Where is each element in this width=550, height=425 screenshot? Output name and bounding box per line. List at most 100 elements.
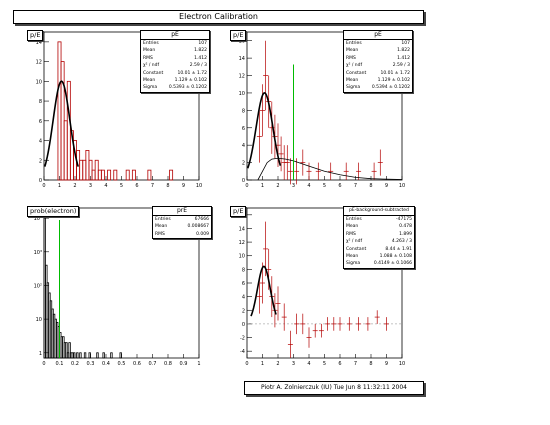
stats-row: RMS 1.412: [344, 55, 412, 62]
stats-key: Constant: [143, 70, 164, 76]
y-tick-label: 10: [239, 91, 245, 97]
stats-value: 4.263 / 3: [391, 239, 412, 245]
stats-row: Mean 1.129 ± 0.102: [141, 77, 209, 84]
pad-label: p/E: [230, 206, 247, 217]
stats-value: 1.822: [397, 48, 410, 54]
stats-row: Sigma 0.5394 ± 0.1202: [344, 84, 412, 91]
x-tick-label: 5: [323, 361, 326, 367]
histogram-bar: [65, 342, 68, 359]
histogram-bar: [169, 169, 174, 181]
x-tick-label: 4: [307, 183, 310, 189]
y-tick-label: 8: [242, 267, 245, 273]
pad-prob-electron-plot[interactable]: 0 0.1 0.2 0.3 0.4 0.5 0.6 0.7 0.8 0.9 1 1 10 10² 10³ 10…: [22, 200, 217, 372]
histogram-bar: [60, 61, 65, 181]
x-tick-label: 9: [385, 183, 388, 189]
x-tick-label: 8: [369, 183, 372, 189]
gaussian-fit-curve: [44, 80, 79, 167]
pad-prob-electron[interactable]: 0 0.1 0.2 0.3 0.4 0.5 0.6 0.7 0.8 0.9 1 1 10 10² 10³ 10…: [22, 200, 217, 372]
histogram-bar: [66, 80, 71, 181]
histogram-bar: [147, 169, 152, 181]
stats-value: 1.412: [397, 55, 410, 61]
stats-row: Entries 107: [344, 40, 412, 47]
canvas-title: Electron Calibration: [13, 10, 424, 24]
histogram-bar: [83, 352, 87, 359]
stats-box: pE-background-subtracted Entries -47175 Me…: [343, 206, 415, 269]
y-tick-label: 6: [39, 119, 42, 125]
stats-rows: Entries -47175 Mean 0.478 RMS 1.899 χ² / ndf 4.…: [344, 216, 414, 268]
histogram-bar: [102, 352, 105, 359]
stats-value: 107: [401, 41, 410, 46]
stats-row: Entries 67666: [153, 216, 211, 223]
stats-value: 0.008667: [187, 224, 209, 230]
y-tick-label: 10: [36, 79, 42, 85]
y-tick-label: 4: [242, 143, 245, 149]
stats-value: 1.412: [194, 55, 207, 61]
stats-key: Mean: [143, 48, 156, 54]
x-tick-label: 0.1: [56, 361, 64, 367]
x-tick-label: 6: [338, 361, 341, 367]
stats-row: Sigma 0.4149 ± 0.1066: [344, 260, 414, 267]
y-tick-label: 2: [242, 161, 245, 167]
stats-value: 2.59 / 3: [189, 63, 207, 69]
y-tick-label: 10: [239, 254, 245, 260]
x-tick-label: 6: [338, 183, 341, 189]
stats-rows: Entries 67666 Mean 0.008667 RMS 0.009: [153, 216, 211, 238]
histogram-bar: [82, 159, 87, 181]
stats-rows: Entries 107 Mean 1.822 RMS 1.412 χ² / ndf 2.59 …: [141, 40, 209, 92]
x-tick-label: 4: [104, 183, 107, 189]
stats-row: Constant 10.01 ± 1.72: [141, 70, 209, 77]
stats-rows: Entries 107 Mean 1.822 RMS 1.412 χ² / ndf 2.59 …: [344, 40, 412, 92]
stats-row: RMS 1.412: [141, 55, 209, 62]
stats-value: 0.4149 ± 0.1066: [373, 261, 412, 267]
stats-box: pE Entries 107 Mean 1.822 RMS 1.412 χ² / ndf 2.…: [343, 30, 413, 93]
stats-header: pE-background-subtracted: [344, 207, 414, 216]
histogram-bar: [68, 342, 71, 359]
x-tick-label: 6: [135, 183, 138, 189]
stats-row: Mean 1.822: [344, 47, 412, 54]
stats-key: Mean: [143, 78, 156, 84]
x-tick-label: 10: [399, 183, 405, 189]
stats-key: Entries: [143, 41, 159, 46]
pad-pe-fit[interactable]: 0 1 2 3 4 5 6 7 8 9 10 0 2 4 6 8 10 12 14 16 p/E pE Entries…: [225, 24, 420, 194]
y-tick-label: 10⁴: [34, 216, 42, 222]
stats-key: Constant: [346, 246, 367, 252]
x-tick-label: 5: [323, 183, 326, 189]
stats-row: Entries 107: [141, 40, 209, 47]
x-tick-label: 0.7: [149, 361, 157, 367]
pad-label: p/E: [27, 30, 44, 41]
y-tick-label: 10³: [34, 250, 42, 256]
stats-value: 107: [198, 41, 207, 46]
stats-key: Entries: [155, 217, 171, 222]
canvas-footer: Piotr A. Zolnierczuk (IU) Tue Jun 8 11:3…: [244, 381, 424, 395]
x-tick-label: 2: [276, 183, 279, 189]
y-tick-label: 1: [39, 351, 42, 357]
stats-key: χ² / ndf: [143, 63, 160, 69]
stats-value: 0.478: [399, 224, 412, 230]
y-tick-label: 6: [242, 281, 245, 287]
histogram-bar: [76, 352, 79, 359]
y-tick-label: 16: [239, 39, 245, 45]
pad-pe-raw[interactable]: 0 1 2 3 4 5 6 7 8 9 10 0 2 4 6 8 10 12 14 p/E pE Entries 10…: [22, 24, 217, 194]
histogram-bar: [96, 352, 99, 359]
stats-key: Sigma: [346, 261, 361, 267]
stats-value: 10.01 ± 1.72: [177, 70, 207, 76]
histogram-bar: [97, 169, 102, 181]
histogram-bar: [57, 41, 62, 181]
stats-value: 1.129 ± 0.102: [377, 78, 410, 84]
stats-row: Mean 1.088 ± 0.108: [344, 253, 414, 260]
x-tick-label: 0: [42, 361, 45, 367]
stats-row: Mean 1.822: [141, 47, 209, 54]
x-tick-label: 0: [245, 183, 248, 189]
stats-value: 2.59 / 3: [392, 63, 410, 69]
x-tick-label: 4: [307, 361, 310, 367]
stats-row: Constant 8.44 ± 1.91: [344, 246, 414, 253]
y-tick-label: 0: [242, 178, 245, 184]
stats-key: Sigma: [346, 85, 361, 91]
stats-value: 1.129 ± 0.102: [174, 78, 207, 84]
stats-key: Mean: [346, 48, 359, 54]
histogram-bar: [85, 150, 90, 181]
